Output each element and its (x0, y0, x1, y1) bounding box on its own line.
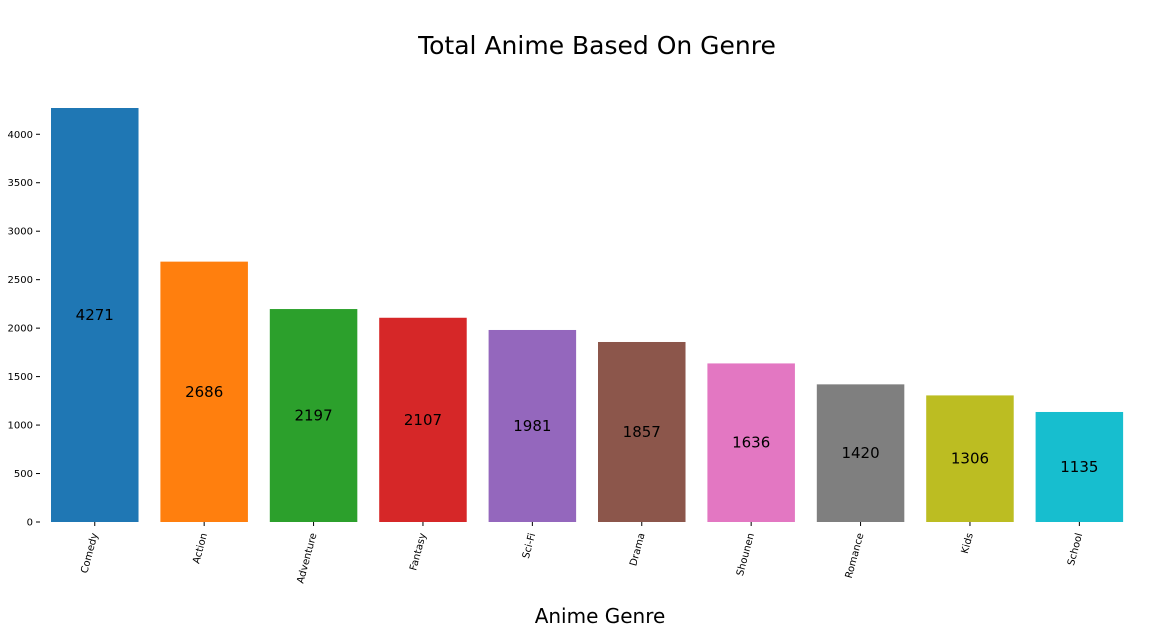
bar-value-label: 1420 (841, 444, 879, 462)
bar-value-label: 1306 (951, 450, 989, 468)
y-tick-label: 1000 (8, 421, 33, 432)
y-tick-label: 1500 (8, 372, 33, 383)
y-tick-label: 2500 (8, 275, 33, 286)
bars-group: 4271 2686 2197 2107 1981 1857 1636 1420 1306 1135 (51, 108, 1124, 522)
x-tick-label: Sci-Fi (521, 532, 538, 560)
bar-fantasy (379, 317, 467, 522)
bar-value-label: 1135 (1060, 458, 1098, 476)
bar-value-label: 1636 (732, 434, 770, 452)
x-tick-label: Fantasy (408, 532, 429, 572)
bar-value-label: 2107 (404, 411, 442, 429)
bar-value-label: 2686 (185, 383, 223, 401)
x-tick-label: School (1066, 532, 1085, 567)
x-axis-label: Anime Genre (535, 604, 666, 628)
y-tick-label: 3000 (8, 227, 33, 238)
x-tick-label: Kids (960, 532, 976, 555)
x-tick-label: Adventure (295, 532, 319, 585)
y-axis: 0 500 1000 1500 2000 2500 3000 3500 4000 (8, 130, 40, 529)
bar-school (1035, 411, 1124, 522)
y-tick-label: 2000 (8, 324, 33, 335)
x-tick-label: Shounen (735, 532, 757, 577)
bar-drama (598, 341, 686, 522)
y-tick-label: 3500 (8, 178, 33, 189)
x-tick-label: Action (191, 532, 210, 565)
bar-kids (926, 395, 1014, 522)
x-tick-label: Drama (628, 532, 647, 568)
chart-title: Total Anime Based On Genre (417, 31, 776, 60)
x-tick-label: Comedy (79, 532, 100, 575)
x-tick-label: Romance (844, 532, 867, 580)
y-tick-label: 0 (27, 518, 33, 529)
y-tick-label: 500 (14, 469, 33, 480)
bar-comedy (51, 108, 139, 522)
bar-value-label: 1981 (513, 417, 551, 435)
bar-sci-fi (488, 329, 577, 522)
bar-value-label: 4271 (76, 306, 114, 324)
bar-adventure (269, 309, 358, 522)
bar-shounen (707, 363, 795, 522)
bar-romance (816, 384, 905, 522)
x-axis: Comedy Action Adventure Fantasy Sci-Fi Drama S… (79, 522, 1085, 585)
bar-action (160, 261, 248, 522)
bar-value-label: 1857 (623, 423, 661, 441)
bar-value-label: 2197 (294, 407, 332, 425)
y-tick-label: 4000 (8, 130, 33, 141)
